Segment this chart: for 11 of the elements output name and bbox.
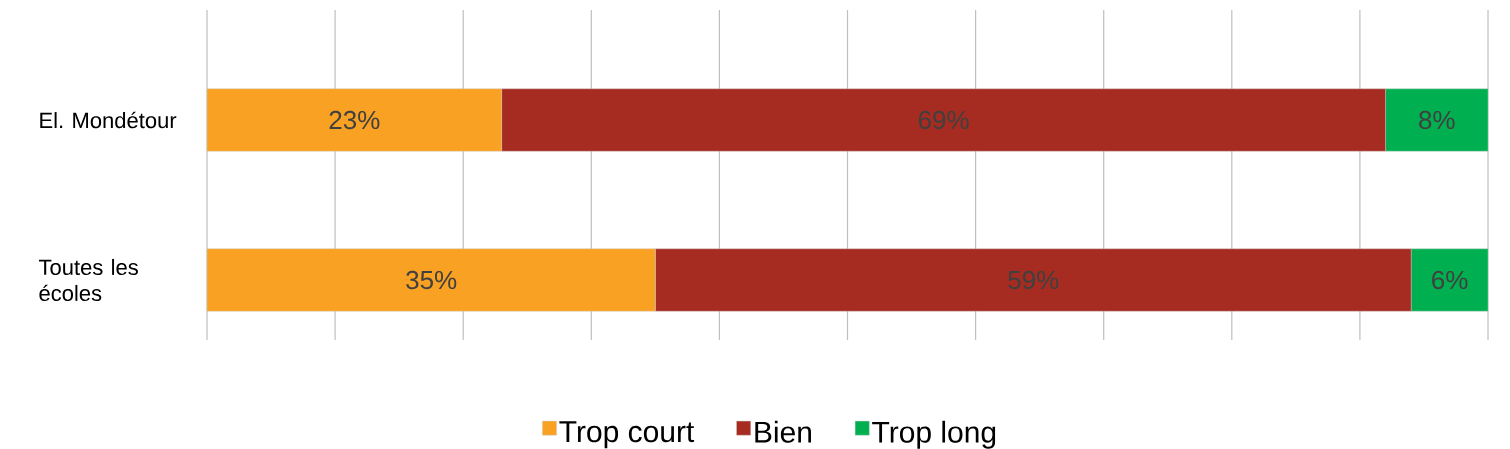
- data-label: 69%: [918, 110, 969, 130]
- legend-label: Trop court: [559, 421, 695, 449]
- y-tick-label: Toutes les écoles: [38, 258, 138, 302]
- data-label: 59%: [1008, 270, 1059, 290]
- data-label: 6%: [1432, 270, 1468, 290]
- y-tick-label: El. Mondétour: [40, 111, 177, 129]
- legend-label: Bien: [755, 420, 811, 443]
- data-label: 8%: [1419, 110, 1455, 130]
- legend-label: Trop long: [872, 420, 996, 449]
- data-label: 35%: [406, 270, 457, 290]
- data-label: 23%: [329, 110, 380, 130]
